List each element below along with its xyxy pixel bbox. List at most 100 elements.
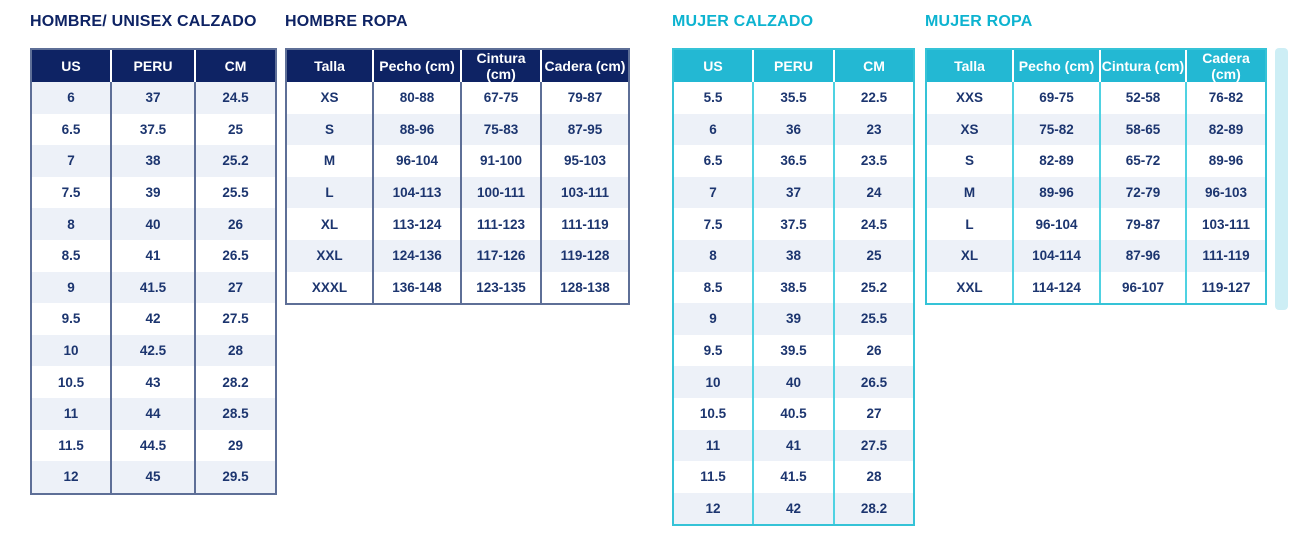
size-cell: 9: [674, 303, 752, 335]
size-cell: M: [287, 145, 372, 177]
size-cell: 41.5: [110, 271, 194, 304]
size-cell: 11: [674, 429, 752, 462]
size-cell: 123-135: [460, 271, 540, 304]
size-cell: 38: [110, 145, 194, 177]
size-chart-mujer-calzado: MUJER CALZADO US PERU CM 5.5 35.5 22.5 6 36 23 6…: [672, 12, 915, 527]
table-row: 5.5 35.5 22.5: [674, 82, 913, 114]
size-chart-mujer-ropa: MUJER ROPA Talla Pecho (cm) Cintura (cm) Ca…: [925, 12, 1267, 306]
size-cell: 23.5: [833, 145, 913, 177]
size-cell: S: [927, 145, 1012, 177]
size-cell: 79-87: [540, 82, 628, 114]
size-cell: XXL: [287, 239, 372, 272]
size-cell: 87-96: [1099, 239, 1185, 272]
size-cell: 42.5: [110, 334, 194, 367]
column-header: PERU: [110, 50, 194, 82]
size-cell: 6: [674, 113, 752, 146]
size-cell: 11.5: [674, 461, 752, 493]
size-cell: XS: [287, 82, 372, 114]
table-row: 9.5 42 27.5: [32, 303, 275, 335]
size-cell: 76-82: [1185, 82, 1265, 114]
size-cell: 6.5: [32, 113, 110, 146]
size-cell: XS: [927, 113, 1012, 146]
size-cell: XXXL: [287, 271, 372, 304]
column-header: Cadera (cm): [1185, 50, 1265, 82]
size-cell: 28.2: [833, 492, 913, 525]
size-cell: 95-103: [540, 145, 628, 177]
size-cell: 25.5: [833, 303, 913, 335]
column-header: Pecho (cm): [372, 50, 460, 82]
size-cell: XL: [927, 239, 1012, 272]
size-cell: 114-124: [1012, 271, 1099, 304]
size-cell: 37.5: [752, 208, 833, 240]
table-row: 10 42.5 28: [32, 334, 275, 367]
table-row: 7 37 24: [674, 176, 913, 209]
right-edge-strip: [1275, 48, 1288, 310]
size-cell: 41.5: [752, 461, 833, 493]
table-row: 11 44 28.5: [32, 397, 275, 430]
size-cell: 44: [110, 397, 194, 430]
mujer-ropa-table: Talla Pecho (cm) Cintura (cm) Cadera (cm) X…: [925, 48, 1267, 306]
table-row: S 88-96 75-83 87-95: [287, 113, 628, 146]
size-cell: 96-104: [1012, 208, 1099, 240]
table-row: XXL 114-124 96-107 119-127: [927, 271, 1265, 304]
table-row: 8 40 26: [32, 208, 275, 240]
size-cell: 8.5: [674, 271, 752, 304]
size-cell: 45: [110, 461, 194, 493]
size-cell: 24: [833, 176, 913, 209]
table-row: XL 113-124 111-123 111-119: [287, 208, 628, 240]
table-row: 6 37 24.5: [32, 82, 275, 114]
size-cell: 27: [194, 271, 275, 304]
size-cell: 136-148: [372, 271, 460, 304]
size-cell: 6.5: [674, 145, 752, 177]
table-row: 10 40 26.5: [674, 366, 913, 398]
size-cell: 29.5: [194, 461, 275, 493]
size-cell: 9.5: [32, 303, 110, 335]
column-header: Cintura (cm): [1099, 50, 1185, 82]
size-cell: 42: [752, 492, 833, 525]
size-cell: 36: [752, 113, 833, 146]
table-row: L 96-104 79-87 103-111: [927, 208, 1265, 240]
table-row: 8.5 38.5 25.2: [674, 271, 913, 304]
table-row: 7 38 25.2: [32, 145, 275, 177]
table-row: XS 80-88 67-75 79-87: [287, 82, 628, 114]
size-cell: 104-114: [1012, 239, 1099, 272]
table-row: 6 36 23: [674, 113, 913, 146]
size-cell: 75-83: [460, 113, 540, 146]
table-row: M 96-104 91-100 95-103: [287, 145, 628, 177]
column-header: US: [674, 50, 752, 82]
size-cell: 26: [194, 208, 275, 240]
size-cell: 41: [752, 429, 833, 462]
size-cell: 113-124: [372, 208, 460, 240]
size-cell: 40.5: [752, 397, 833, 430]
size-cell: 6: [32, 82, 110, 114]
hombre-calzado-table: US PERU CM 6 37 24.5 6.5 37.5 25 7 38 25.2 7.5 39 25.…: [30, 48, 277, 495]
size-chart-hombre-unisex-calzado: HOMBRE/ UNISEX CALZADO US PERU CM 6 37 24.5 6…: [30, 12, 277, 495]
size-cell: 39: [110, 176, 194, 209]
table-row: 9 41.5 27: [32, 271, 275, 304]
table-row: 7.5 39 25.5: [32, 176, 275, 209]
size-cell: 96-107: [1099, 271, 1185, 304]
size-cell: 89-96: [1185, 145, 1265, 177]
size-cell: S: [287, 113, 372, 146]
column-header: CM: [194, 50, 275, 82]
size-cell: 69-75: [1012, 82, 1099, 114]
size-cell: XL: [287, 208, 372, 240]
table-row: 11.5 41.5 28: [674, 461, 913, 493]
table-title-mujer-ropa: MUJER ROPA: [925, 13, 1033, 30]
size-cell: 104-113: [372, 176, 460, 209]
size-cell: 39.5: [752, 334, 833, 367]
size-cell: 24.5: [194, 82, 275, 114]
size-cell: 29: [194, 429, 275, 462]
table-row: L 104-113 100-111 103-111: [287, 176, 628, 209]
size-cell: 7.5: [674, 208, 752, 240]
column-header: Talla: [927, 50, 1012, 82]
size-cell: 11.5: [32, 429, 110, 462]
size-cell: 7: [32, 145, 110, 177]
table-row: 8.5 41 26.5: [32, 239, 275, 272]
size-cell: 82-89: [1185, 113, 1265, 146]
size-cell: 72-79: [1099, 176, 1185, 209]
size-cell: 10.5: [32, 366, 110, 398]
size-cell: 26: [833, 334, 913, 367]
table-title-mujer-calzado: MUJER CALZADO: [672, 13, 814, 30]
size-cell: 24.5: [833, 208, 913, 240]
